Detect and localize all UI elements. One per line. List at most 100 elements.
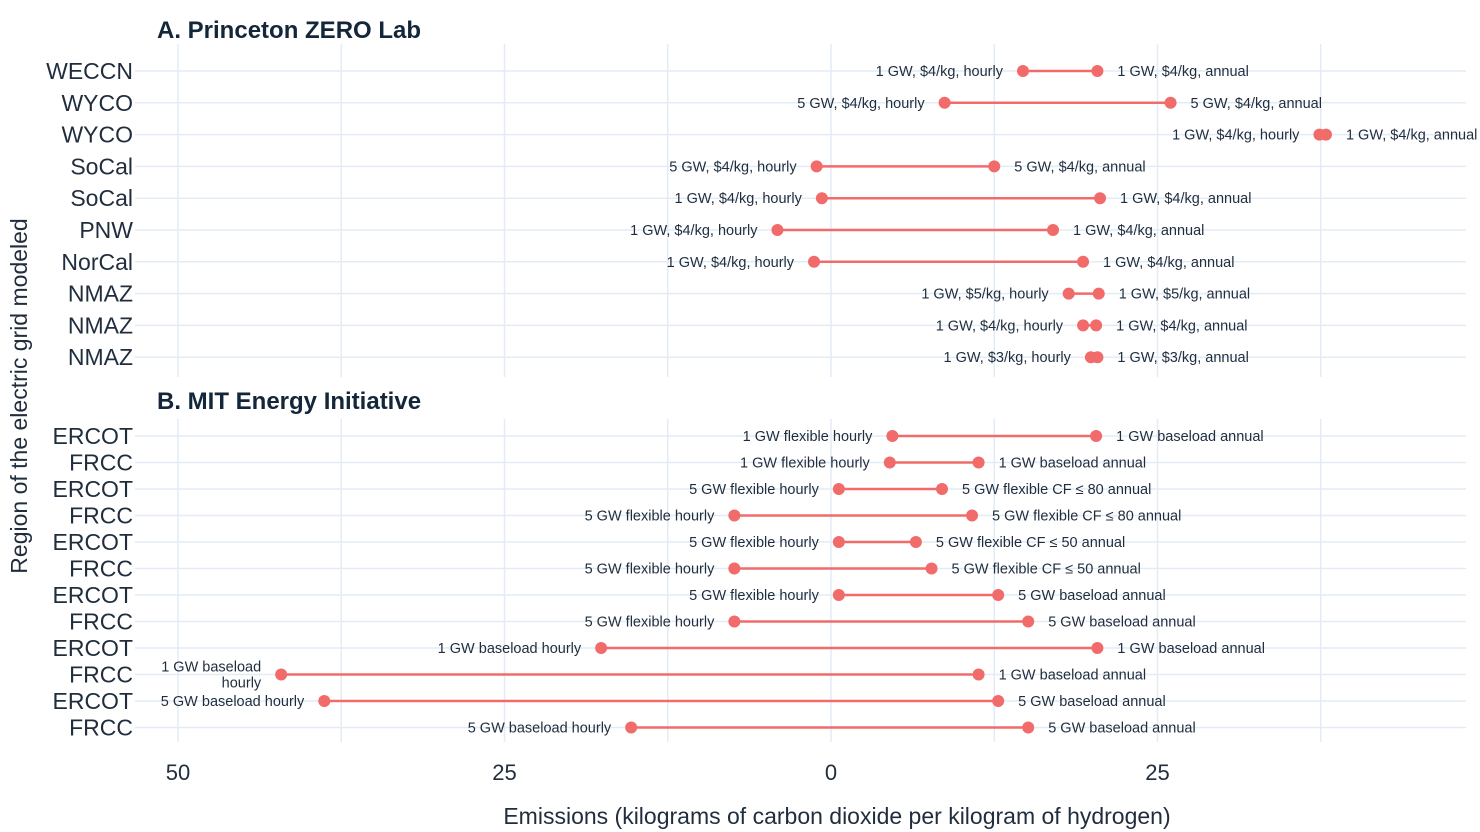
hourly-label: 1 GW baseload hourly [161, 660, 262, 692]
hourly-label: 5 GW flexible hourly [585, 562, 715, 578]
dumbbell-row: NMAZ 1 GW, $3/kg, hourly 1 GW, $3/kg, annu… [68, 344, 1249, 370]
dumbbell-row: ERCOT 5 GW flexible hourly 5 GW baseload a… [53, 582, 1166, 608]
hourly-label: 5 GW, $4/kg, hourly [669, 159, 797, 175]
x-tick-label: 25 [492, 760, 516, 785]
annual-label: 5 GW baseload annual [1048, 615, 1196, 631]
hourly-label: 1 GW, $4/kg, hourly [936, 318, 1064, 334]
annual-point [988, 160, 1001, 173]
hourly-label: 1 GW flexible hourly [740, 456, 870, 472]
hourly-label: 5 GW flexible hourly [689, 588, 819, 604]
annual-label: 5 GW flexible CF ≤ 50 annual [952, 562, 1141, 578]
x-axis-ticks: 50 25 0 25 [166, 760, 1170, 785]
annual-label: 1 GW, $3/kg, annual [1117, 350, 1248, 366]
panels: A. Princeton ZERO Lab WECCN 1 GW, $4/kg, h… [46, 17, 1477, 741]
annual-label: 5 GW baseload annual [1018, 588, 1166, 604]
region-label: NMAZ [68, 312, 133, 338]
annual-point [1319, 128, 1332, 141]
annual-label: 1 GW baseload annual [999, 456, 1147, 472]
x-tick-label: 25 [1145, 760, 1169, 785]
region-label: NMAZ [68, 281, 133, 307]
hourly-label: 1 GW flexible hourly [743, 429, 873, 445]
hourly-label: 5 GW baseload hourly [161, 694, 305, 710]
hourly-point [275, 668, 288, 681]
region-label: FRCC [69, 662, 133, 688]
dumbbell-row: NMAZ 1 GW, $4/kg, hourly 1 GW, $4/kg, annu… [68, 312, 1248, 338]
hourly-point [1077, 319, 1090, 332]
annual-point [925, 562, 938, 575]
dumbbell-row: FRCC 1 GW baseload hourly 1 GW baseload ann… [69, 660, 1146, 692]
dumbbell-row: NMAZ 1 GW, $5/kg, hourly 1 GW, $5/kg, annu… [68, 281, 1250, 307]
dumbbell-row: WYCO 5 GW, $4/kg, hourly 5 GW, $4/kg, annu… [61, 90, 1322, 116]
region-label: ERCOT [53, 476, 134, 502]
annual-point [1164, 96, 1177, 109]
annual-point [936, 483, 949, 495]
hourly-label: 5 GW flexible hourly [585, 509, 715, 525]
hourly-point [832, 589, 845, 601]
annual-point [1047, 224, 1060, 236]
y-axis-title: Region of the electric grid modeled [6, 218, 32, 573]
annual-point [1090, 319, 1103, 332]
hourly-point [318, 695, 331, 707]
annual-label: 5 GW, $4/kg, annual [1191, 96, 1322, 112]
annual-label: 1 GW baseload annual [1116, 429, 1264, 445]
region-label: FRCC [69, 503, 133, 529]
panel-title: B. MIT Energy Initiative [157, 388, 421, 415]
region-label: FRCC [69, 715, 133, 741]
hourly-label: 5 GW baseload hourly [468, 721, 612, 737]
region-label: FRCC [69, 556, 133, 582]
region-label: SoCal [70, 185, 133, 211]
dumbbell-row: FRCC 5 GW flexible hourly 5 GW flexible CF… [69, 556, 1141, 582]
hourly-point [595, 642, 608, 654]
dumbbell-row: WYCO 1 GW, $4/kg, hourly 1 GW, $4/kg, annu… [61, 122, 1477, 148]
annual-label: 5 GW, $4/kg, annual [1014, 159, 1145, 175]
annual-point [972, 456, 985, 469]
panel-a: A. Princeton ZERO Lab WECCN 1 GW, $4/kg, h… [46, 17, 1477, 370]
hourly-label: 1 GW, $3/kg, hourly [944, 350, 1072, 366]
hourly-point [808, 255, 821, 268]
annual-label: 1 GW, $4/kg, annual [1117, 64, 1248, 80]
hourly-label: 1 GW, $4/kg, hourly [630, 223, 758, 239]
dumbbell-row: NorCal 1 GW, $4/kg, hourly 1 GW, $4/kg, an… [61, 249, 1234, 275]
annual-label: 1 GW, $4/kg, annual [1103, 255, 1234, 271]
hourly-label: 5 GW flexible hourly [689, 535, 819, 551]
dumbbell-row: WECCN 1 GW, $4/kg, hourly 1 GW, $4/kg, ann… [46, 58, 1249, 84]
annual-label: 5 GW flexible CF ≤ 80 annual [962, 482, 1151, 498]
region-label: NorCal [61, 249, 133, 275]
hourly-point [938, 96, 951, 109]
dumbbell-row: FRCC 5 GW baseload hourly 5 GW baseload an… [69, 715, 1196, 741]
region-label: ERCOT [53, 529, 134, 555]
dumbbell-row: FRCC 5 GW flexible hourly 5 GW flexible CF… [69, 503, 1181, 529]
hourly-point [815, 192, 828, 205]
dumbbell-row: ERCOT 5 GW flexible hourly 5 GW flexible C… [53, 529, 1126, 555]
dumbbell-row: FRCC 5 GW flexible hourly 5 GW baseload an… [69, 609, 1196, 635]
hourly-label: 1 GW, $5/kg, hourly [921, 287, 1049, 303]
hourly-label: 5 GW, $4/kg, hourly [797, 96, 925, 112]
annual-label: 1 GW baseload annual [999, 668, 1147, 684]
hourly-label: 5 GW flexible hourly [585, 615, 715, 631]
region-label: ERCOT [53, 582, 134, 608]
hourly-label: 1 GW, $4/kg, hourly [667, 255, 795, 271]
panel-b: B. MIT Energy Initiative ERCOT 1 GW flexib… [53, 388, 1265, 741]
region-label: ERCOT [53, 423, 134, 449]
annual-point [966, 509, 979, 522]
x-tick-label: 50 [166, 760, 190, 785]
dumbbell-row: SoCal 1 GW, $4/kg, hourly 1 GW, $4/kg, ann… [70, 185, 1251, 211]
annual-point [992, 589, 1005, 601]
annual-point [1092, 287, 1105, 300]
region-label: WYCO [61, 90, 133, 116]
annual-point [1022, 721, 1035, 734]
hourly-point [625, 721, 638, 734]
annual-point [1090, 430, 1103, 442]
hourly-point [886, 430, 899, 442]
annual-label: 1 GW, $4/kg, annual [1120, 191, 1251, 207]
annual-label: 5 GW baseload annual [1048, 721, 1196, 737]
dumbbell-row: SoCal 5 GW, $4/kg, hourly 5 GW, $4/kg, ann… [70, 153, 1145, 179]
region-label: ERCOT [53, 688, 134, 714]
annual-label: 1 GW, $4/kg, annual [1073, 223, 1204, 239]
hourly-point [728, 509, 741, 522]
region-label: SoCal [70, 153, 133, 179]
hourly-point [810, 160, 823, 173]
hourly-point [883, 456, 896, 469]
hourly-label: 1 GW, $4/kg, hourly [1172, 128, 1300, 144]
